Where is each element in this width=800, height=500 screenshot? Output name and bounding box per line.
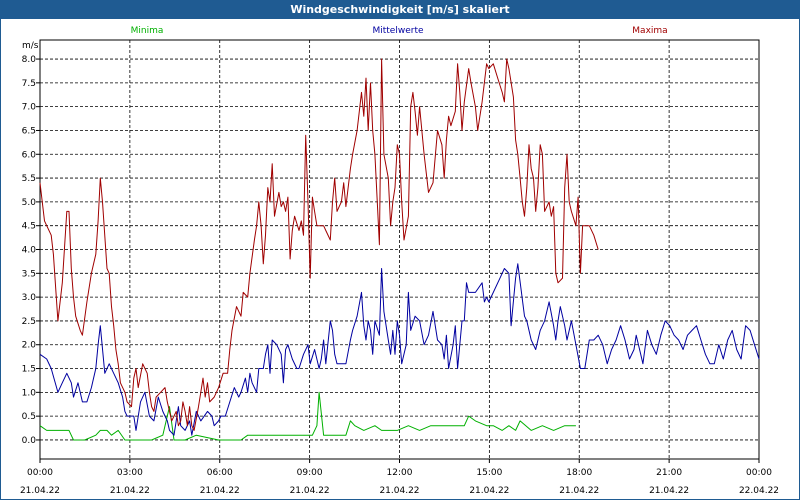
y-tick-label: 5.0 (22, 198, 37, 208)
x-tick-time-label: 12:00 (387, 468, 413, 478)
y-tick-label: 7.0 (22, 103, 37, 113)
y-tick-label: 6.0 (22, 150, 37, 160)
x-tick-time-label: 00:00 (746, 468, 772, 478)
y-tick-label: 3.0 (22, 293, 37, 303)
x-axis: 00:00 21.04.22 03:00 21.04.22 06:00 21.04.22 0… (20, 459, 779, 496)
series-line-minima (39, 391, 576, 441)
legend: Minima Mittelwerte Maxima (131, 26, 668, 36)
plot-area (39, 39, 760, 460)
y-tick-label: 3.5 (22, 269, 36, 279)
legend-entry-minima: Minima (131, 26, 164, 36)
x-tick-date-label: 21.04.22 (200, 486, 240, 496)
series-lines (39, 58, 760, 441)
y-tick-label: 8.0 (22, 55, 37, 65)
y-tick-label: 7.5 (22, 79, 36, 89)
x-tick-date-label: 22.04.22 (739, 486, 779, 496)
x-tick-time-label: 18:00 (566, 468, 592, 478)
y-axis: 0.0 0.5 1.0 1.5 2.0 2.5 3.0 3.5 4.0 4.5 5.0 5.5 6.0 6… (22, 55, 40, 446)
x-tick-time-label: 00:00 (27, 468, 53, 478)
legend-entry-maxima: Maxima (632, 26, 667, 36)
x-tick-time-label: 21:00 (656, 468, 682, 478)
x-tick-date-label: 21.04.22 (110, 486, 150, 496)
x-tick-time-label: 03:00 (117, 468, 143, 478)
series-line-maxima (39, 58, 599, 431)
x-tick-time-label: 15:00 (476, 468, 502, 478)
x-tick-time-label: 06:00 (207, 468, 233, 478)
y-tick-label: 2.0 (22, 341, 37, 351)
y-axis-unit-label: m/s (22, 41, 39, 51)
x-tick-date-label: 21.04.22 (290, 486, 330, 496)
series-line-mittelwerte (39, 263, 760, 436)
y-tick-label: 6.5 (22, 126, 36, 136)
x-tick-date-label: 21.04.22 (649, 486, 689, 496)
y-tick-label: 4.5 (22, 222, 36, 232)
y-tick-label: 2.5 (22, 317, 36, 327)
x-tick-date-label: 21.04.22 (559, 486, 599, 496)
y-tick-label: 4.0 (22, 246, 37, 256)
y-tick-label: 0.0 (22, 436, 37, 446)
chart-title: Windgeschwindigkeit [m/s] skaliert (1, 1, 799, 19)
legend-entry-mittelwerte: Mittelwerte (372, 26, 423, 36)
x-tick-date-label: 21.04.22 (20, 486, 60, 496)
y-tick-label: 1.5 (22, 365, 36, 375)
x-tick-date-label: 21.04.22 (379, 486, 419, 496)
x-tick-date-label: 21.04.22 (469, 486, 509, 496)
y-tick-label: 1.0 (22, 388, 37, 398)
x-tick-time-label: 09:00 (297, 468, 323, 478)
y-tick-label: 5.5 (22, 174, 36, 184)
y-tick-label: 0.5 (22, 412, 36, 422)
